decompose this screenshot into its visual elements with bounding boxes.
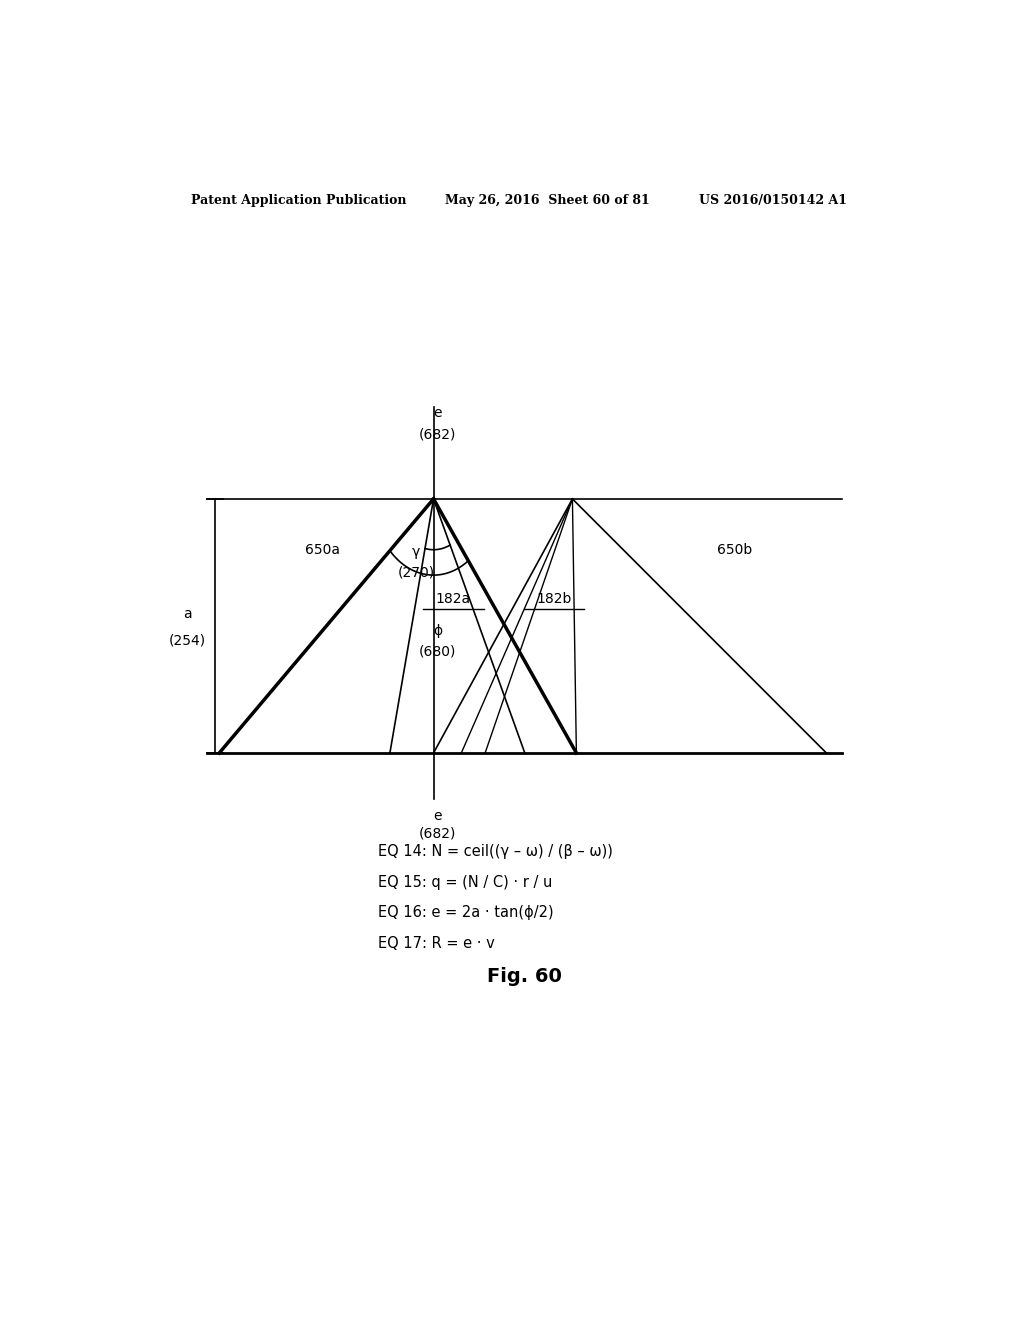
Text: (270): (270) bbox=[397, 565, 434, 579]
Text: 182b: 182b bbox=[537, 591, 571, 606]
Text: 182a: 182a bbox=[436, 591, 471, 606]
Text: (682): (682) bbox=[419, 826, 456, 840]
Text: 650b: 650b bbox=[718, 543, 753, 557]
Text: a: a bbox=[183, 607, 191, 620]
Text: 650a: 650a bbox=[305, 543, 340, 557]
Text: γ: γ bbox=[412, 545, 420, 558]
Text: US 2016/0150142 A1: US 2016/0150142 A1 bbox=[699, 194, 848, 207]
Text: Patent Application Publication: Patent Application Publication bbox=[191, 194, 407, 207]
Text: EQ 17: R = e · v: EQ 17: R = e · v bbox=[378, 936, 495, 950]
Text: EQ 16: e = 2a · tan(ϕ/2): EQ 16: e = 2a · tan(ϕ/2) bbox=[378, 906, 554, 920]
Text: EQ 15: q = (N / C) · r / u: EQ 15: q = (N / C) · r / u bbox=[378, 875, 552, 890]
Text: (682): (682) bbox=[419, 428, 456, 442]
Text: e: e bbox=[433, 405, 441, 420]
Text: Fig. 60: Fig. 60 bbox=[487, 968, 562, 986]
Text: (254): (254) bbox=[169, 634, 206, 647]
Text: May 26, 2016  Sheet 60 of 81: May 26, 2016 Sheet 60 of 81 bbox=[445, 194, 650, 207]
Text: e: e bbox=[433, 809, 441, 822]
Text: EQ 14: N = ceil((γ – ω) / (β – ω)): EQ 14: N = ceil((γ – ω) / (β – ω)) bbox=[378, 843, 612, 859]
Text: ϕ: ϕ bbox=[433, 624, 442, 638]
Text: (680): (680) bbox=[419, 644, 456, 659]
